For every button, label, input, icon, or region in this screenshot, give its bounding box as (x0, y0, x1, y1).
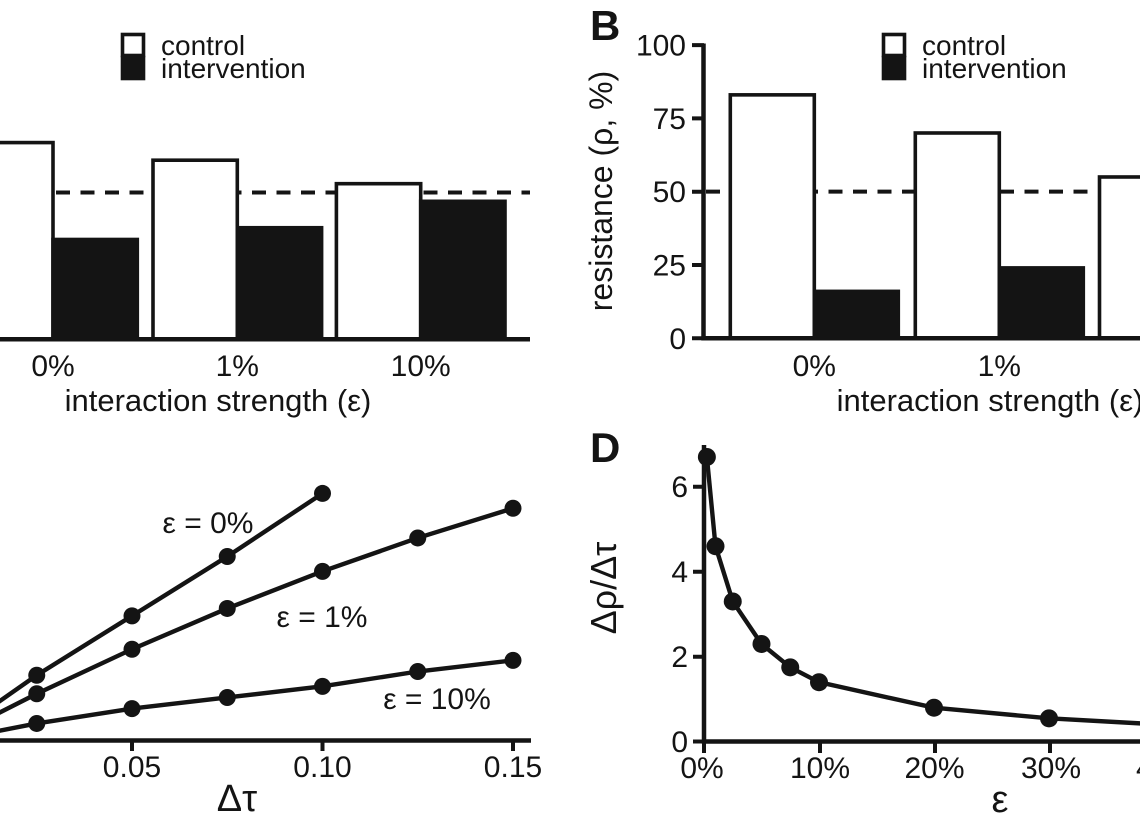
panel-d-x-tick-label: 20% (904, 752, 964, 785)
panel-d-y-tick-label: 6 (671, 471, 688, 504)
data-point-marker (504, 651, 522, 669)
panel-a-category-label: 10% (391, 350, 451, 383)
panel-b-letter: B (590, 2, 620, 49)
intervention-bar-1% (235, 225, 324, 342)
control-bar-1% (913, 131, 1002, 341)
panel-c-x-tick-label: 0.15 (484, 751, 542, 784)
data-point-marker (723, 592, 742, 611)
panel-d-y-axis-title: Δρ/Δτ (583, 542, 624, 635)
panel-a-legend: control intervention (120, 30, 306, 84)
data-point-marker (409, 663, 427, 681)
data-point-marker (314, 484, 331, 502)
panel-b-category-label: 0% (793, 350, 836, 383)
data-point-marker (706, 537, 725, 556)
panel-a-category-label: 0% (31, 350, 74, 383)
panel-a: 0% 1% 10% interaction strength (ε) contr… (0, 30, 530, 418)
data-point-marker (697, 447, 716, 466)
data-point-marker (28, 666, 46, 684)
decay-curve-line (704, 454, 1140, 726)
panel-d-x-axis-title: ε (992, 779, 1009, 815)
legend-swatch-control-icon (881, 32, 907, 58)
panel-b-category-label: 1% (978, 350, 1021, 383)
data-point-marker (810, 673, 828, 692)
panel-b-y-tick-label: 100 (636, 30, 686, 63)
panel-a-category-label: 1% (216, 350, 259, 383)
data-point-marker (504, 499, 522, 517)
legend-label-intervention: intervention (161, 53, 306, 84)
panel-b-y-tick-label: 0 (669, 323, 686, 356)
panel-d-x-tick-label: 40% (1136, 752, 1140, 785)
data-point-marker (28, 714, 46, 732)
panel-d-series (697, 447, 1140, 728)
data-point-marker (314, 677, 331, 695)
control-bar-0% (728, 93, 817, 341)
legend-swatch-intervention-icon (881, 55, 907, 81)
data-point-marker (409, 529, 427, 547)
panel-d-y-ticks (693, 484, 705, 744)
panel-d-y-tick-label: 0 (671, 726, 688, 759)
legend-label-control: control (161, 30, 245, 61)
legend-label-intervention: intervention (922, 53, 1067, 84)
panel-d-x-tick-label: 10% (790, 752, 850, 785)
panel-d: 6 4 2 0 0% 10% 20% 30% 40% Δρ/Δτ ε D (583, 424, 1140, 815)
data-point-marker (752, 634, 771, 653)
panel-d-y-tick-label: 4 (671, 556, 688, 589)
data-point-marker (123, 700, 141, 718)
data-point-marker (314, 562, 331, 580)
legend-label-control: control (922, 30, 1006, 61)
panel-c-x-axis-title: Δτ (217, 778, 257, 815)
data-point-marker (218, 599, 236, 617)
panel-a-x-axis-title: interaction strength (ε) (65, 383, 372, 418)
control-bar-0% (0, 140, 55, 342)
data-point-marker (218, 688, 236, 706)
panel-b-y-tick-label: 75 (653, 103, 686, 136)
panel-b-x-axis-title: interaction strength (ε) (837, 383, 1140, 418)
panel-d-letter: D (590, 424, 620, 471)
data-point-marker (123, 640, 141, 658)
data-point-marker (925, 698, 943, 717)
panel-b: 100 75 50 25 0 resistance (ρ, %) B 0% 1%… (583, 2, 1140, 418)
panel-b-y-axis-title: resistance (ρ, %) (583, 71, 619, 311)
panel-c-x-tick-label: 0.05 (103, 751, 161, 784)
intervention-bar-0% (812, 289, 901, 341)
panel-c-series-label-eps0: ε = 0% (163, 507, 254, 540)
panel-b-y-tick-label: 25 (653, 250, 686, 283)
panel-c-series-label-eps10: ε = 10% (383, 683, 491, 716)
panel-b-y-ticks (692, 43, 704, 341)
panel-c-x-ticks (130, 740, 515, 751)
data-point-marker (1040, 709, 1058, 728)
panel-b-y-tick-label: 50 (653, 176, 686, 209)
intervention-bar-0% (51, 237, 140, 342)
control-bar-1% (151, 158, 240, 342)
panel-c-series-label-eps1: ε = 1% (277, 601, 368, 634)
panel-d-x-tick-label: 0% (680, 752, 723, 785)
panel-d-x-ticks (702, 741, 1052, 753)
panel-d-x-tick-label: 30% (1021, 752, 1081, 785)
legend-swatch-intervention-icon (120, 55, 146, 81)
panel-a-bars (0, 140, 507, 342)
panel-c: 0.05 0.10 0.15 Δτ ε = 0% ε = 1% ε = 10% (0, 484, 542, 815)
data-point-marker (781, 658, 800, 677)
data-point-marker (28, 685, 46, 703)
panel-d-y-tick-label: 2 (671, 641, 688, 674)
panel-c-series (0, 484, 522, 733)
panel-c-x-tick-label: 0.10 (293, 751, 351, 784)
control-bar-10% (334, 181, 423, 342)
legend-swatch-control-icon (120, 32, 146, 58)
panel-d-axes (701, 445, 1140, 744)
intervention-bar-10% (418, 199, 507, 342)
data-point-marker (123, 607, 141, 625)
control-bar-10% (1097, 175, 1140, 341)
data-point-marker (218, 548, 236, 565)
panel-b-bars (728, 93, 1140, 341)
intervention-bar-1% (997, 266, 1086, 341)
panel-b-legend: control intervention (881, 30, 1067, 84)
